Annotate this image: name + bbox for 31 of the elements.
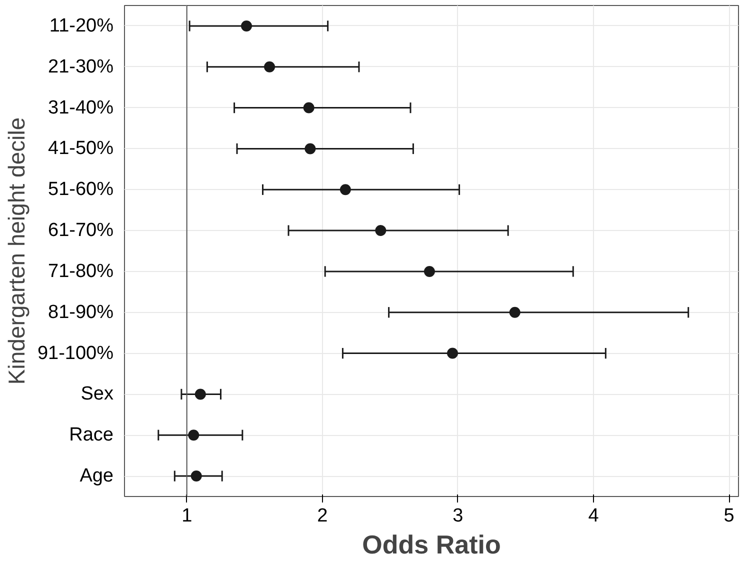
point xyxy=(303,102,314,114)
y-tick-label: 71-80% xyxy=(48,260,114,282)
y-tick-label: 81-90% xyxy=(48,302,114,323)
y-tick-label: 91-100% xyxy=(37,342,114,364)
x-tick-label: 3 xyxy=(452,506,464,526)
x-tick-label: 5 xyxy=(724,506,734,526)
point xyxy=(375,225,386,236)
y-tick-label: Age xyxy=(80,466,114,487)
x-tick-label: 1 xyxy=(182,506,192,526)
x-tick-label: 4 xyxy=(588,506,600,526)
y-tick-label: 21-30% xyxy=(48,56,114,78)
point xyxy=(240,20,252,32)
y-tick-label: 41-50% xyxy=(48,138,114,160)
y-axis-title: Kindergarten height decile xyxy=(3,117,30,385)
y-tick-label: 31-40% xyxy=(48,97,114,118)
point xyxy=(509,306,520,318)
point xyxy=(194,388,206,400)
point xyxy=(190,470,202,482)
point xyxy=(424,266,435,277)
x-tick-label: 2 xyxy=(317,506,328,526)
y-tick-label: Race xyxy=(69,424,114,446)
y-tick-label: 61-70% xyxy=(48,220,114,242)
point xyxy=(188,430,200,441)
y-tick-label: Sex xyxy=(80,384,114,405)
point xyxy=(264,61,276,72)
point xyxy=(304,143,316,154)
y-tick-label: 51-60% xyxy=(48,179,114,200)
point xyxy=(447,348,458,359)
y-tick-label: 11-20% xyxy=(49,15,114,36)
x-axis-title: Odds Ratio xyxy=(362,530,501,560)
point xyxy=(340,184,351,196)
